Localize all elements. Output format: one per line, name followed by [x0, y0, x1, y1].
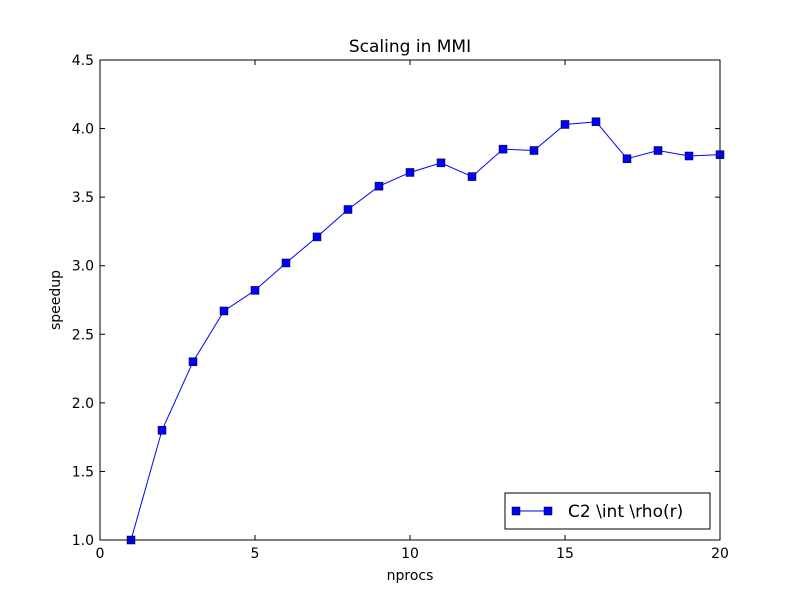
- plot-area: [100, 60, 720, 540]
- data-point: [374, 181, 384, 191]
- data-point: [405, 168, 415, 177]
- data-point: [622, 154, 632, 163]
- plot-frame: [99, 59, 721, 541]
- data-point: [250, 286, 260, 295]
- x-tick-label: 20: [711, 546, 729, 562]
- y-tick-label: 2.5: [72, 327, 94, 343]
- legend: C2 \int \rho(r): [504, 492, 711, 530]
- data-point: [219, 306, 229, 316]
- data-point: [529, 146, 539, 155]
- y-tick-label: 4.5: [72, 53, 94, 69]
- y-tick-label: 2.0: [72, 396, 94, 412]
- series-line: [130, 121, 721, 541]
- data-point: [157, 426, 167, 435]
- data-point: [467, 172, 477, 181]
- y-tick-label: 1.5: [72, 464, 94, 480]
- data-point: [684, 151, 694, 161]
- data-point: [312, 232, 322, 242]
- data-point: [188, 357, 198, 366]
- data-point: [498, 144, 508, 154]
- y-tick-label: 1.0: [72, 533, 94, 549]
- y-tick-label: 4.0: [72, 122, 94, 138]
- data-point: [281, 258, 291, 268]
- axis-ticks: 0 5 10 15 20 1.0 1.5 2.0 2.5 3.0 3.5 4.0 4.5: [72, 53, 729, 562]
- data-point: [343, 205, 353, 214]
- y-tick-label: 3.5: [72, 190, 94, 206]
- y-tick-label: 3.0: [72, 259, 94, 275]
- x-axis-label: nprocs: [387, 568, 434, 584]
- chart-title: Scaling in MMI: [349, 37, 471, 57]
- x-tick-label: 10: [401, 546, 419, 562]
- series-layer: [126, 117, 725, 545]
- data-point: [653, 146, 663, 155]
- legend-label: C2 \int \rho(r): [568, 502, 683, 522]
- data-point: [436, 158, 446, 168]
- x-tick-label: 5: [251, 546, 260, 562]
- legend-marker: [543, 506, 553, 516]
- x-tick-label: 0: [96, 546, 105, 562]
- y-axis-label: speedup: [48, 270, 64, 330]
- data-point: [591, 117, 601, 126]
- legend-marker: [511, 506, 521, 516]
- x-tick-label: 15: [556, 546, 574, 562]
- data-point: [560, 120, 570, 129]
